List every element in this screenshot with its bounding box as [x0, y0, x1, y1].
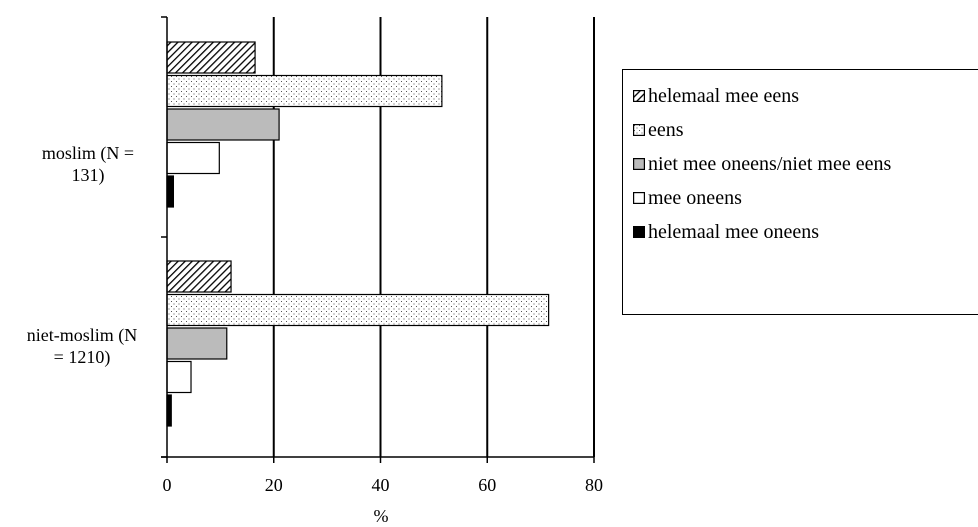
category-label-moslim: moslim (N = 131) — [18, 142, 158, 186]
bars — [166, 41, 550, 427]
legend-item: niet mee oneens/niet mee eens — [633, 153, 891, 175]
bar — [166, 175, 175, 208]
legend-item: helemaal mee oneens — [633, 221, 819, 243]
bar — [166, 108, 280, 141]
legend-item: helemaal mee eens — [633, 85, 799, 107]
legend-label: eens — [648, 118, 684, 141]
bar — [166, 41, 256, 74]
category-label-moslim-line2: 131) — [71, 165, 105, 185]
category-label-niet-moslim-line1: niet-moslim (N — [26, 325, 138, 345]
x-tick-label: 80 — [585, 475, 603, 495]
x-tick-label: 0 — [162, 475, 172, 495]
legend-swatch — [633, 158, 645, 170]
bar — [166, 327, 228, 360]
bar — [166, 360, 192, 394]
legend-swatch — [633, 124, 645, 136]
category-label-moslim-line1: moslim (N = — [41, 143, 135, 163]
x-tick-label: 20 — [264, 475, 283, 495]
category-label-niet-moslim-line2: = 1210) — [53, 347, 111, 367]
legend-label: mee oneens — [648, 186, 742, 209]
bar — [166, 74, 443, 108]
legend-swatch — [633, 226, 645, 238]
bar — [166, 141, 220, 175]
x-tick-label: 60 — [478, 475, 497, 495]
x-axis-title: % — [373, 506, 389, 526]
axes — [161, 16, 595, 463]
legend-label: niet mee oneens/niet mee eens — [648, 152, 892, 175]
category-label-niet-moslim: niet-moslim (N = 1210) — [6, 324, 158, 368]
bar — [166, 260, 232, 293]
legend-label: helemaal mee oneens — [648, 220, 820, 243]
legend-swatch — [633, 90, 645, 102]
legend: helemaal mee eens eens niet mee oneens/nie… — [622, 69, 978, 315]
legend-item: eens — [633, 119, 684, 141]
legend-item: mee oneens — [633, 187, 742, 209]
legend-swatch — [633, 192, 645, 204]
legend-label: helemaal mee eens — [648, 84, 800, 107]
x-tick-label: 40 — [371, 475, 390, 495]
bar — [166, 293, 550, 327]
